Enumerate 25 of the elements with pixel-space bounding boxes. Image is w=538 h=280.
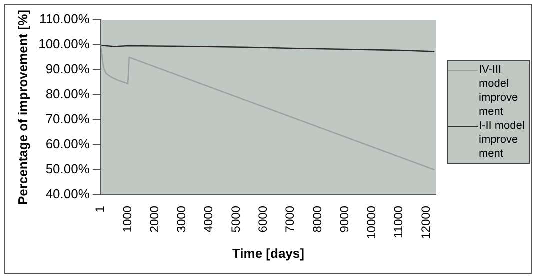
legend-label: I-II model improvement bbox=[478, 119, 526, 161]
y-tick-label: 60.00% bbox=[46, 136, 90, 152]
y-tick-label: 80.00% bbox=[46, 86, 90, 102]
legend-label: IV-III model improvement bbox=[478, 63, 520, 119]
x-axis-title: Time [days] bbox=[232, 246, 304, 261]
y-axis-title: Percentage of improvement [%] bbox=[15, 10, 30, 206]
x-tick-label: 6000 bbox=[256, 206, 270, 233]
x-tick-label: 7000 bbox=[283, 206, 298, 233]
x-tick-label: 4000 bbox=[202, 206, 216, 233]
y-tick-label: 50.00% bbox=[46, 162, 90, 177]
x-tick-label: 1 bbox=[93, 206, 108, 213]
x-tick-label: 12000 bbox=[418, 206, 433, 240]
x-tick-label: 1000 bbox=[120, 206, 134, 233]
y-tick-label: 70.00% bbox=[46, 112, 90, 127]
x-tick-label: 8000 bbox=[310, 206, 324, 233]
x-tick-label: 10000 bbox=[364, 206, 379, 240]
x-tick-label: 3000 bbox=[174, 206, 189, 233]
y-tick-label: 100.00% bbox=[38, 36, 90, 52]
y-tick-label: 40.00% bbox=[46, 186, 90, 202]
x-tick-label: 2000 bbox=[147, 206, 162, 233]
y-tick-label: 90.00% bbox=[46, 62, 90, 77]
x-tick-label: 11000 bbox=[392, 206, 406, 239]
y-tick-label: 110.00% bbox=[40, 12, 90, 27]
x-tick-label: 9000 bbox=[337, 206, 352, 233]
x-tick-label: 5000 bbox=[228, 206, 243, 233]
